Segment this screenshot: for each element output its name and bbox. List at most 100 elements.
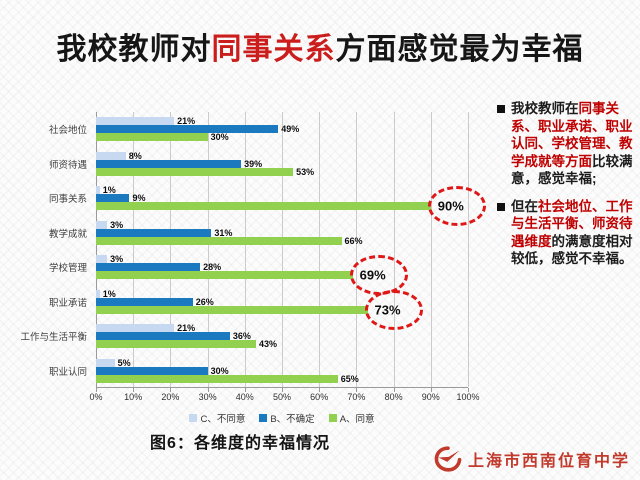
bar-value-label: 53%	[296, 166, 315, 177]
x-tick-label: 70%	[347, 392, 366, 402]
bar-C、不同意	[96, 255, 108, 264]
category-label: 同事关系	[48, 194, 87, 206]
axis-tickmark	[319, 388, 321, 392]
bar-value-label: 49%	[281, 124, 300, 135]
bullet-segment-red: 同事关系、职业承诺、职业认同、学校管理、教学成就等方面	[511, 101, 633, 169]
legend-item: B、不确定	[259, 411, 315, 425]
bar-value-label: 9%	[132, 193, 146, 204]
legend-label: A、同意	[339, 414, 375, 425]
x-tick-label: 10%	[124, 392, 143, 402]
gridline	[282, 112, 283, 387]
title-post: 方面感觉最为幸福	[335, 33, 584, 66]
category-label: 教学成就	[48, 228, 87, 240]
x-tick-label: 80%	[384, 392, 403, 402]
axis-tickmark	[356, 388, 358, 392]
bullet-square-icon	[497, 105, 505, 113]
x-tick-label: 60%	[310, 392, 329, 402]
bullet-item: 但在社会地位、工作与生活平衡、师资待遇维度的满意度相对较低，感觉不幸福。	[497, 198, 637, 268]
bar-B、不确定	[96, 125, 279, 134]
legend-item: C、不同意	[189, 411, 245, 425]
bar-A、同意	[96, 374, 338, 383]
category-label: 学校管理	[48, 263, 87, 275]
bar-B、不确定	[96, 297, 193, 306]
category-label: 社会地位	[48, 125, 87, 137]
legend-swatch	[328, 414, 337, 422]
bar-value-label: 65%	[340, 373, 359, 384]
school-logo: 上海市西南位育中学	[433, 446, 630, 472]
chart-legend: C、不同意 B、不确定 A、同意	[96, 411, 468, 425]
gridline	[244, 112, 246, 387]
school-emblem-icon	[434, 446, 462, 472]
bar-A、同意	[96, 133, 208, 142]
bullet-segment: 比较满意，感觉幸福;	[511, 153, 633, 187]
annotation-circle	[364, 289, 423, 330]
bullet-segment: 但在	[511, 198, 538, 214]
chart-plot: 21% 8% 1% 3% 3% 1% 21% 5% 49% 39% 9% 31% 28% 26% 36% 30…	[96, 112, 486, 392]
bar-value-label: 3%	[110, 219, 124, 230]
axis-tickmark	[282, 388, 283, 392]
x-tick-label: 0%	[89, 392, 103, 402]
bar-B、不确定	[96, 194, 130, 203]
bullet-segment-red: 社会地位、工作与生活平衡、师资待遇维度	[511, 198, 633, 249]
bar-A、同意	[96, 305, 368, 314]
bar-value-label: 28%	[203, 262, 222, 273]
bar-value-label: 43%	[258, 339, 277, 350]
axis-tickmark	[430, 388, 432, 392]
axis-tickmark	[133, 388, 135, 392]
title-highlight: 同事关系	[211, 33, 336, 66]
bar-C、不同意	[96, 220, 108, 229]
bar-C、不同意	[96, 358, 115, 367]
bar-value-label: 30%	[210, 365, 229, 376]
figure-caption: 图6：各维度的幸福情况	[150, 435, 330, 452]
bar-value-label: 21%	[177, 116, 196, 127]
bar-value-label: 26%	[195, 296, 214, 307]
x-axis-tick-labels: 0% 10% 20% 30% 40% 50% 60% 70% 80% 90% 100%	[89, 392, 479, 404]
annotation-circle	[349, 255, 408, 296]
gridline	[393, 112, 395, 387]
bar-B、不确定	[96, 228, 212, 237]
bar-value-label: 5%	[117, 357, 131, 368]
title-pre: 我校教师对	[56, 33, 212, 66]
bar-value-label: 1%	[102, 185, 116, 196]
category-label: 职业承诺	[48, 297, 87, 309]
bar-B、不确定	[96, 332, 230, 341]
bullet-text: 我校教师在同事关系、职业承诺、职业认同、学校管理、教学成就等方面比较满意，感觉幸…	[511, 100, 637, 188]
axis-tickmark	[393, 388, 395, 392]
legend-label: C、不同意	[200, 414, 246, 425]
bar-A、同意	[96, 202, 431, 211]
axis-tickmark	[244, 388, 246, 392]
x-tick-label: 90%	[421, 392, 440, 402]
bar-A、同意	[96, 236, 342, 245]
category-label: 职业认同	[48, 366, 87, 378]
x-tick-label: 20%	[161, 392, 180, 402]
gridline	[96, 112, 97, 387]
gridline	[430, 112, 432, 387]
bar-C、不同意	[96, 151, 126, 160]
bar-A、同意	[96, 340, 256, 349]
bar-B、不确定	[96, 263, 201, 272]
legend-label: B、不确定	[270, 414, 315, 425]
axis-tickmark	[96, 388, 97, 392]
legend-item: A、同意	[328, 411, 375, 425]
bar-value-label: 31%	[214, 227, 233, 238]
gridline	[133, 112, 135, 387]
bar-C、不同意	[96, 324, 175, 333]
bullet-item: 我校教师在同事关系、职业承诺、职业认同、学校管理、教学成就等方面比较满意，感觉幸…	[497, 100, 637, 188]
school-name: 上海市西南位育中学	[467, 453, 630, 470]
bar-B、不确定	[96, 159, 242, 168]
gridline	[207, 112, 209, 387]
bar-value-label: 30%	[210, 132, 229, 143]
axis-tickmark	[170, 388, 172, 392]
category-label: 工作与生活平衡	[20, 332, 87, 344]
gridline	[468, 112, 469, 387]
bar-value-label: 36%	[232, 331, 251, 342]
bar-value-label: 3%	[110, 254, 124, 265]
axis-tickmark	[468, 388, 469, 392]
legend-swatch	[259, 414, 268, 422]
x-tick-label: 100%	[456, 392, 480, 402]
category-label: 师资待遇	[48, 159, 87, 171]
gridline	[319, 112, 321, 387]
bar-C、不同意	[96, 117, 175, 126]
annotation-circle	[427, 186, 486, 227]
bullet-square-icon	[497, 202, 505, 211]
